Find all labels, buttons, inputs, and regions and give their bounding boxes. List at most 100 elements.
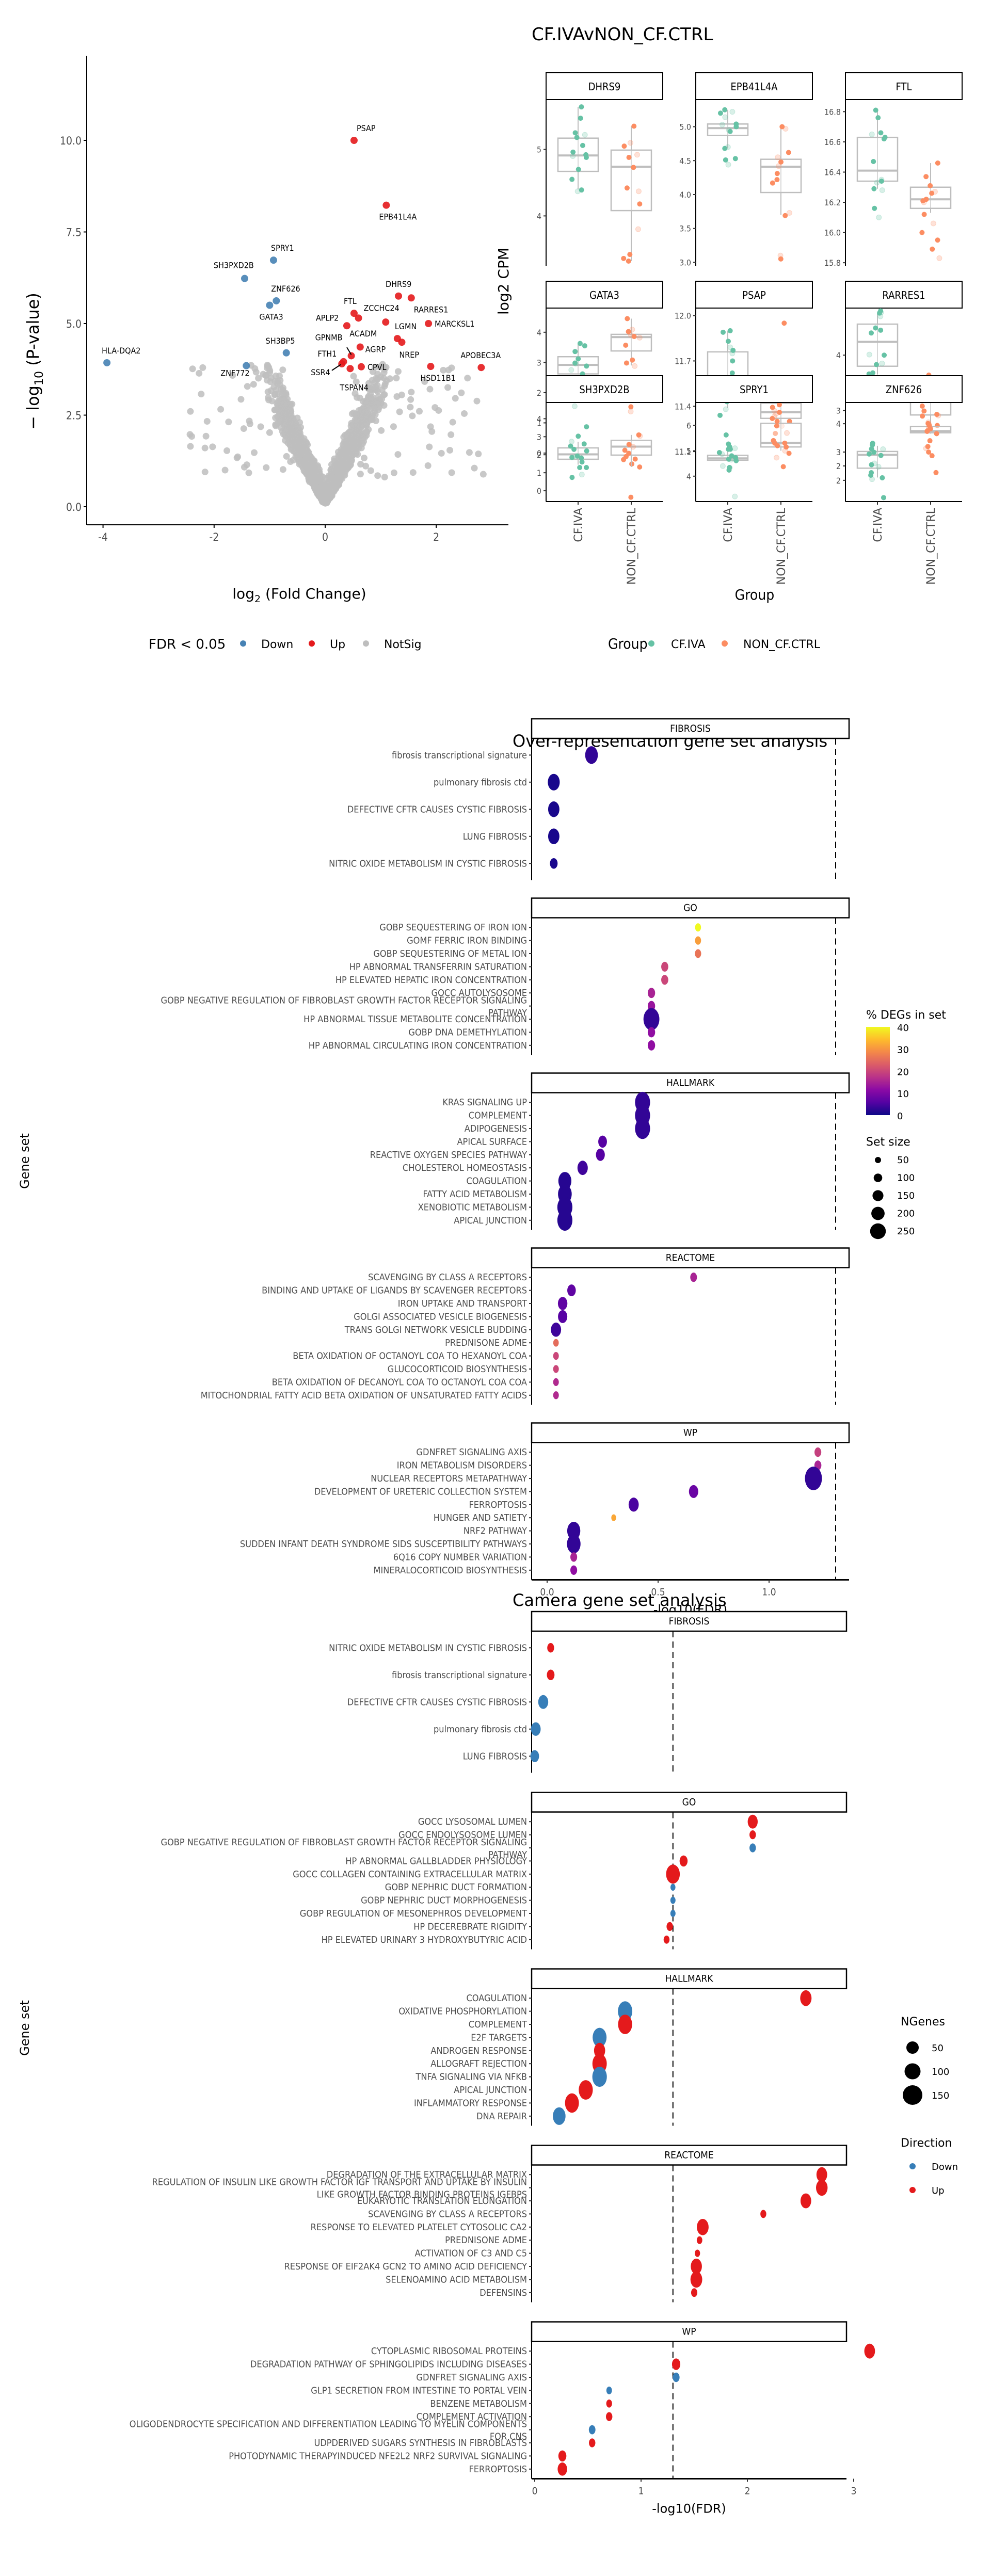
notsig-point (271, 391, 278, 398)
row-label: FATTY ACID METABOLISM (423, 1189, 527, 1200)
notsig-point (440, 366, 447, 374)
sample-point (722, 107, 728, 112)
gene-set-dot (672, 2358, 681, 2370)
sample-point (627, 252, 633, 257)
facet-strip (531, 1072, 850, 1093)
gene-set-dot (647, 1040, 656, 1051)
notsig-point (282, 412, 289, 420)
sample-point (726, 456, 731, 462)
sample-point (732, 156, 738, 162)
sample-point (716, 449, 722, 455)
sample-point (869, 131, 875, 137)
gene-set-dot (567, 1534, 581, 1554)
notsig-point (287, 458, 294, 465)
row-label: GOBP NEPHRIC DUCT FORMATION (385, 1882, 527, 1893)
x-tick-label: 3 (851, 2486, 857, 2497)
row-label: DEFECTIVE CFTR CAUSES CYSTIC FIBROSIS (347, 1697, 527, 1708)
row-label: SCAVENGING BY CLASS A RECEPTORS (368, 1272, 527, 1283)
sample-point (775, 154, 781, 160)
row-label: SUDDEN INFANT DEATH SYNDROME SIDS SUSCEP… (240, 1539, 527, 1550)
row-label: GOCC LYSOSOMAL LUMEN (418, 1816, 527, 1827)
sample-point (730, 347, 736, 353)
row-label: ANDROGEN RESPONSE (430, 2046, 527, 2056)
sample-point (570, 153, 576, 159)
sample-point (572, 349, 578, 355)
gene-set-dot (538, 1695, 549, 1709)
camera-dotplot: Camera gene set analysis FIBROSIS NITRIC … (18, 1590, 958, 2516)
row-label: TRANS GOLGI NETWORK VESICLE BUDDING (344, 1325, 527, 1335)
facet-strip-label: GATA3 (589, 289, 619, 301)
facet-strip (546, 72, 663, 100)
notsig-point (188, 433, 195, 440)
sample-point (773, 430, 778, 436)
notsig-point (352, 450, 359, 457)
box (610, 149, 652, 212)
gene-set-dot (530, 1750, 539, 1762)
direction-key (909, 2163, 916, 2169)
y-axis-title: log2 CPM (495, 248, 512, 315)
row-label: DEFECTIVE CFTR CAUSES CYSTIC FIBROSIS (347, 804, 527, 815)
sample-point (622, 447, 628, 453)
size-label: 100 (932, 2067, 949, 2078)
y-tick-label: 4 (686, 472, 691, 481)
notsig-point (340, 470, 347, 477)
notsig-point (354, 432, 361, 439)
sample-point (729, 370, 735, 376)
gene-set-dot (800, 1990, 812, 2006)
row-label: CHOLESTEROL HOMEOSTASIS (403, 1163, 527, 1173)
sample-point (720, 463, 726, 469)
gene-label: SPRY1 (271, 243, 294, 253)
sample-point (723, 157, 728, 163)
notsig-point (367, 467, 374, 474)
notsig-point (426, 385, 434, 393)
notsig-point (246, 420, 253, 427)
y-tick-label: 5 (686, 446, 691, 456)
gene-label: FTL (344, 296, 357, 306)
row-label: GOBP NEPHRIC DUCT MORPHOGENESIS (361, 1895, 527, 1906)
sample-point (919, 230, 925, 235)
facet-strip (695, 72, 813, 100)
sample-point (935, 160, 940, 166)
sample-point (726, 467, 732, 473)
gene-set-dot (816, 2167, 827, 2182)
gene-label: PSAP (357, 123, 376, 133)
size-key (875, 1157, 881, 1163)
y-tick-label: 4 (836, 419, 841, 429)
sample-point (925, 444, 931, 449)
notsig-point (466, 449, 473, 456)
y-tick-label: 5.0 (66, 318, 82, 330)
sig-point (343, 322, 350, 330)
sample-point (777, 409, 782, 415)
sample-point (571, 403, 578, 409)
gene-set-dot (747, 1814, 758, 1829)
gene-label: MARCKSL1 (435, 319, 474, 329)
notsig-point (209, 443, 216, 450)
row-label: FERROPTOSIS (469, 2464, 527, 2475)
notsig-point (351, 442, 358, 449)
sample-point (621, 255, 627, 261)
ora-dotplot: Over-representation gene set analysis FI… (18, 718, 946, 1617)
gene-set-dot (598, 1135, 607, 1148)
sample-point (626, 155, 632, 160)
box (909, 186, 952, 210)
sig-point (357, 363, 365, 371)
boxplot-panel: FTL 15.8 16.0 16.2 16.4 16.6 16.8 (824, 72, 963, 268)
facet-strip (531, 1247, 850, 1268)
sample-point (875, 464, 882, 470)
colorbar-label: 20 (897, 1067, 909, 1077)
sample-point (621, 143, 627, 149)
notsig-point (196, 369, 203, 377)
gene-label: ZCCHC24 (364, 303, 399, 313)
notsig-point (312, 479, 319, 486)
row-label: HP ABNORMAL CIRCULATING IRON CONCENTRATI… (309, 1040, 527, 1051)
y-tick-label: 6 (686, 421, 691, 430)
facet-panel: WP GDNFRET SIGNALING AXIS IRON METABOLISM … (240, 1422, 850, 1580)
notsig-point (265, 394, 272, 401)
gene-set-dot (567, 1284, 576, 1297)
notsig-point (187, 443, 194, 450)
x-tick-label: 1 (638, 2486, 644, 2497)
gene-label: SH3BP5 (266, 336, 295, 346)
sig-point (273, 297, 280, 304)
gene-set-dot (679, 1855, 688, 1867)
size-key (904, 2063, 921, 2080)
